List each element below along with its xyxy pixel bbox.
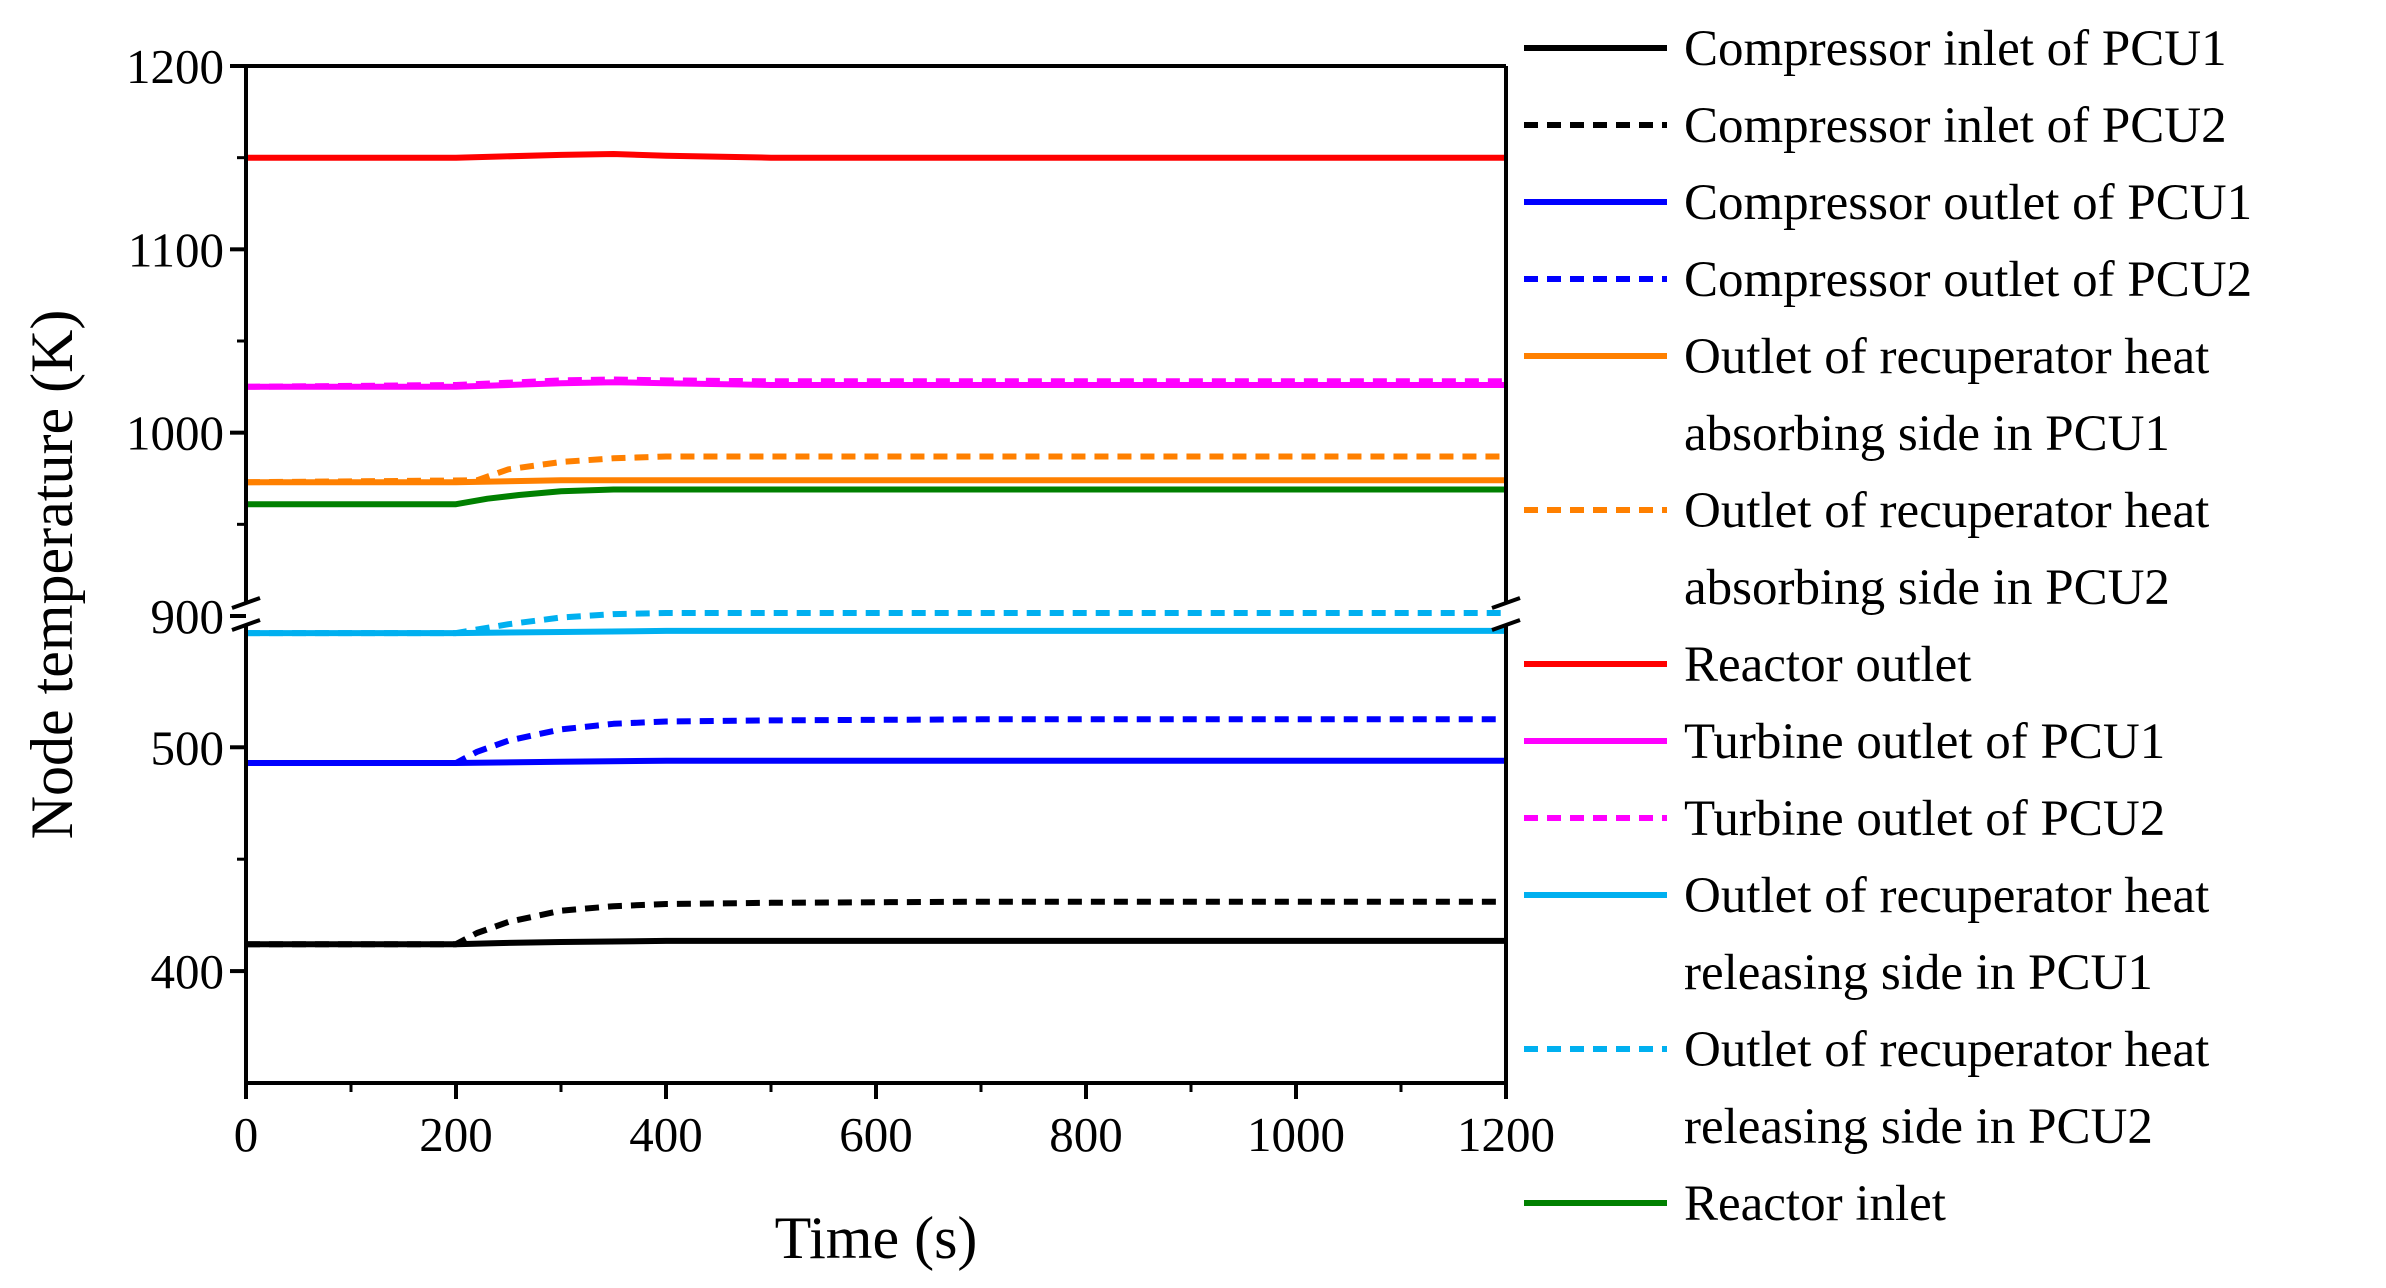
legend-label-line: Turbine outlet of PCU1	[1684, 714, 2165, 770]
x-tick-label: 1000	[1247, 1107, 1345, 1162]
series-line-reactor-outlet	[246, 151, 1506, 161]
y-tick-label: 400	[151, 944, 225, 999]
legend-label-outlet-of-recuperator-heat-absorbing-side-in-pcu1: Outlet of recuperator heat absorbing side…	[1684, 329, 2209, 462]
legend-label-line: Compressor outlet of PCU2	[1684, 252, 2252, 308]
legend-label-line: Compressor inlet of PCU1	[1684, 21, 2227, 77]
x-tick-label: 800	[1049, 1107, 1123, 1162]
legend-label-outlet-of-recuperator-heat-releasing-side-in-pcu1: Outlet of recuperator heat releasing side…	[1684, 868, 2209, 1001]
legend-label-reactor-outlet: Reactor outlet	[1684, 637, 1971, 693]
legend-label-turbine-outlet-of-pcu1: Turbine outlet of PCU1	[1684, 714, 2165, 770]
series-line-reactor-inlet	[246, 486, 1506, 508]
legend: Compressor inlet of PCU1 Compressor inlet…	[1524, 21, 2252, 1232]
legend-label-line: Outlet of recuperator heat	[1684, 868, 2209, 924]
legend-label-line: Outlet of recuperator heat	[1684, 329, 2209, 385]
legend-label-line: Compressor inlet of PCU2	[1684, 98, 2227, 154]
axis-break-right-top	[1491, 596, 1521, 610]
legend-label-outlet-of-recuperator-heat-releasing-side-in-pcu2: Outlet of recuperator heat releasing side…	[1684, 1022, 2209, 1155]
axis-break-left-top	[231, 596, 261, 610]
y-tick-label: 500	[151, 720, 225, 775]
axis-break-right-bottom	[1491, 618, 1521, 632]
legend-label-line: Reactor outlet	[1684, 637, 1971, 693]
y-tick-label: 1000	[126, 406, 224, 461]
legend-label-line: releasing side in PCU2	[1684, 1099, 2153, 1155]
x-tick-label: 0	[234, 1107, 259, 1162]
series-layer	[245, 151, 1506, 948]
x-tick-label: 200	[419, 1107, 493, 1162]
legend-label-line: absorbing side in PCU1	[1684, 406, 2170, 462]
series-line-compressor-outlet-of-pcu2	[246, 716, 1506, 766]
y-tick-label: 900	[151, 589, 225, 644]
legend-label-line: absorbing side in PCU2	[1684, 560, 2170, 616]
legend-label-compressor-inlet-of-pcu1: Compressor inlet of PCU1	[1684, 21, 2227, 77]
x-tick-label: 600	[839, 1107, 913, 1162]
legend-label-reactor-inlet: Reactor inlet	[1684, 1176, 1946, 1232]
legend-label-compressor-inlet-of-pcu2: Compressor inlet of PCU2	[1684, 98, 2227, 154]
x-axis-title: Time (s)	[775, 1205, 978, 1271]
axis-break-left-bottom	[231, 618, 261, 632]
legend-label-line: Outlet of recuperator heat	[1684, 1022, 2209, 1078]
legend-label-line: Reactor inlet	[1684, 1176, 1946, 1232]
legend-label-line: Outlet of recuperator heat	[1684, 483, 2209, 539]
y-axis-title: Node temperature (K)	[19, 310, 85, 840]
legend-label-turbine-outlet-of-pcu2: Turbine outlet of PCU2	[1684, 791, 2165, 847]
legend-label-compressor-outlet-of-pcu1: Compressor outlet of PCU1	[1684, 175, 2252, 231]
y-tick-label: 1100	[128, 222, 224, 277]
legend-label-outlet-of-recuperator-heat-absorbing-side-in-pcu2: Outlet of recuperator heat absorbing side…	[1684, 483, 2209, 616]
y-tick-label: 1200	[126, 39, 224, 94]
series-line-compressor-inlet-of-pcu2	[246, 898, 1506, 948]
series-line-outlet-of-recuperator-heat-absorbing-side-in-pcu2	[245, 453, 1506, 486]
legend-label-line: Compressor outlet of PCU1	[1684, 175, 2252, 231]
legend-label-line: releasing side in PCU1	[1684, 945, 2153, 1001]
legend-label-compressor-outlet-of-pcu2: Compressor outlet of PCU2	[1684, 252, 2252, 308]
series-line-outlet-of-recuperator-heat-releasing-side-in-pcu2	[246, 610, 1506, 637]
axes-layer	[230, 64, 1521, 1099]
x-tick-label: 1200	[1457, 1107, 1555, 1162]
legend-label-line: Turbine outlet of PCU2	[1684, 791, 2165, 847]
series-line-turbine-outlet-of-pcu2	[245, 376, 1506, 390]
labels-layer: 0 200 400 600 800 1000 1200 900 1000 1100 1200 400 5…	[19, 39, 1555, 1271]
x-tick-label: 400	[629, 1107, 703, 1162]
